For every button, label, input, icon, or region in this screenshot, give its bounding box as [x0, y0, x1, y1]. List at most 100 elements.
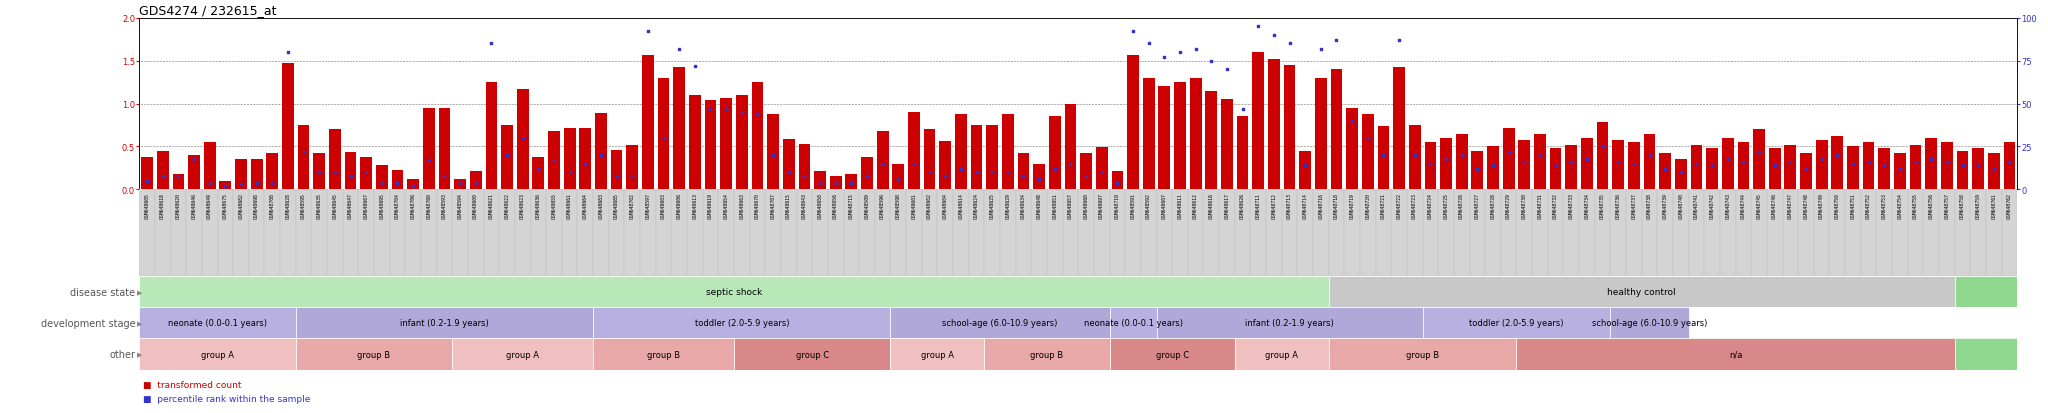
- Bar: [1954, 339, 2017, 370]
- Bar: [874, 190, 891, 277]
- Bar: [453, 339, 594, 370]
- Text: GSM648731: GSM648731: [1538, 192, 1542, 218]
- Bar: [1268, 60, 1280, 190]
- Bar: [360, 157, 373, 190]
- Point: [209, 183, 242, 190]
- Point: [1743, 149, 1776, 156]
- Bar: [1329, 339, 1516, 370]
- Text: GSM648634: GSM648634: [1022, 192, 1026, 218]
- Point: [1133, 41, 1165, 47]
- Bar: [907, 113, 920, 190]
- Text: GSM648657: GSM648657: [1067, 192, 1073, 218]
- Point: [944, 166, 977, 173]
- Bar: [672, 190, 686, 277]
- Bar: [1143, 78, 1155, 190]
- Point: [694, 106, 727, 113]
- Bar: [719, 190, 733, 277]
- Bar: [1360, 190, 1376, 277]
- Point: [711, 106, 743, 113]
- Point: [1712, 156, 1745, 162]
- Bar: [158, 152, 168, 190]
- Point: [1399, 152, 1432, 159]
- Bar: [1657, 190, 1673, 277]
- Point: [1790, 166, 1823, 173]
- Point: [444, 180, 477, 186]
- Bar: [1956, 152, 1968, 190]
- Bar: [1141, 190, 1157, 277]
- Point: [131, 178, 164, 185]
- Bar: [952, 190, 969, 277]
- Bar: [1485, 190, 1501, 277]
- Text: GSM648711: GSM648711: [1255, 192, 1262, 218]
- Bar: [752, 83, 764, 190]
- Text: GSM648598: GSM648598: [895, 192, 901, 218]
- Bar: [1124, 190, 1141, 277]
- Point: [1540, 163, 1573, 169]
- Text: GSM648622: GSM648622: [504, 192, 510, 218]
- Text: GSM648743: GSM648743: [1724, 192, 1731, 218]
- Text: neonate (0.0-0.1 years): neonate (0.0-0.1 years): [1083, 319, 1182, 328]
- Bar: [455, 180, 467, 190]
- Text: GSM648675: GSM648675: [223, 192, 227, 218]
- Bar: [1675, 160, 1688, 190]
- Text: GSM648718: GSM648718: [1333, 192, 1339, 218]
- Text: GSM648615: GSM648615: [786, 192, 791, 218]
- Bar: [264, 190, 281, 277]
- Bar: [469, 171, 481, 190]
- Text: GSM648667: GSM648667: [365, 192, 369, 218]
- Text: GSM648660: GSM648660: [1083, 192, 1090, 218]
- Point: [303, 169, 336, 176]
- Bar: [500, 190, 514, 277]
- Text: GSM648607: GSM648607: [1161, 192, 1167, 218]
- Text: GSM648736: GSM648736: [1616, 192, 1620, 218]
- Bar: [1597, 123, 1608, 190]
- Point: [1726, 159, 1759, 166]
- Text: GSM648620: GSM648620: [176, 192, 180, 218]
- Bar: [1393, 68, 1405, 190]
- Bar: [813, 190, 827, 277]
- Point: [975, 169, 1008, 176]
- Point: [756, 152, 788, 159]
- Bar: [1346, 109, 1358, 190]
- Point: [584, 152, 616, 159]
- Bar: [1534, 134, 1546, 190]
- Bar: [891, 308, 1110, 339]
- Bar: [1110, 308, 1157, 339]
- Text: GSM648695: GSM648695: [379, 192, 385, 218]
- Text: GSM648654: GSM648654: [723, 192, 729, 218]
- Bar: [940, 142, 950, 190]
- Bar: [1456, 134, 1468, 190]
- Text: ▶: ▶: [137, 320, 143, 326]
- Bar: [1581, 139, 1593, 190]
- Bar: [1829, 190, 1845, 277]
- Text: GSM648617: GSM648617: [1225, 192, 1229, 218]
- Bar: [563, 128, 575, 190]
- Bar: [1706, 149, 1718, 190]
- Point: [664, 46, 696, 53]
- Text: GSM648628: GSM648628: [285, 192, 291, 218]
- Text: GSM648606: GSM648606: [676, 192, 682, 218]
- Bar: [1296, 190, 1313, 277]
- Text: GSM648755: GSM648755: [1913, 192, 1919, 218]
- Bar: [594, 339, 733, 370]
- Point: [1571, 156, 1604, 162]
- Text: GSM648594: GSM648594: [457, 192, 463, 218]
- Bar: [1704, 190, 1720, 277]
- Bar: [1315, 78, 1327, 190]
- Bar: [313, 153, 326, 190]
- Text: GSM648723: GSM648723: [1413, 192, 1417, 218]
- Bar: [205, 143, 215, 190]
- Bar: [766, 190, 780, 277]
- Bar: [172, 175, 184, 190]
- Text: group B: group B: [1407, 350, 1440, 358]
- Point: [272, 50, 305, 56]
- Bar: [1159, 87, 1169, 190]
- Bar: [266, 153, 279, 190]
- Bar: [969, 190, 985, 277]
- Bar: [1563, 190, 1579, 277]
- Text: GSM648745: GSM648745: [1757, 192, 1761, 218]
- Point: [1335, 118, 1368, 125]
- Text: GSM648738: GSM648738: [1647, 192, 1653, 218]
- Text: GSM648757: GSM648757: [1944, 192, 1950, 218]
- Bar: [233, 190, 248, 277]
